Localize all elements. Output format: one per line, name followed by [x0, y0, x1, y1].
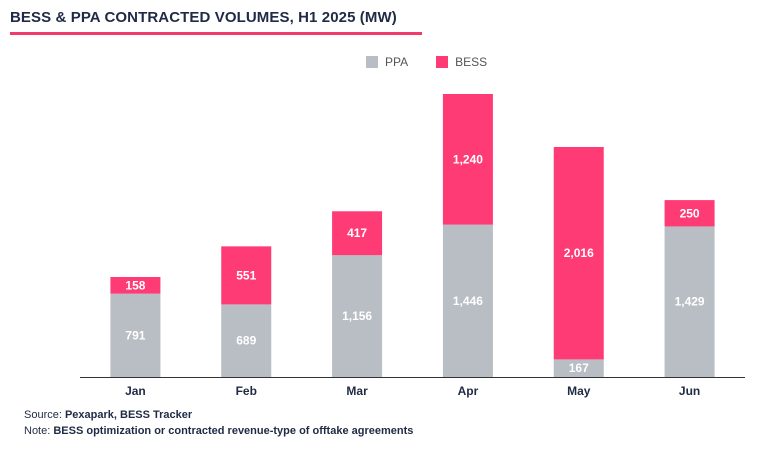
data-label-ppa-mar: 1,156	[342, 309, 372, 323]
note-prefix: Note:	[24, 425, 54, 437]
data-label-bess-may: 2,016	[564, 246, 594, 260]
bar-bess-jan	[110, 277, 161, 294]
x-tick-label-apr: Apr	[458, 384, 479, 398]
legend-item-bess: BESS	[436, 55, 487, 69]
bar-bess-jun	[664, 200, 715, 227]
bar-ppa-feb	[221, 304, 272, 377]
data-label-ppa-jan: 791	[125, 328, 145, 342]
x-tick-label-jun: Jun	[679, 384, 700, 398]
chart-title: BESS & PPA CONTRACTED VOLUMES, H1 2025 (…	[10, 9, 397, 26]
data-label-ppa-jun: 1,429	[675, 295, 705, 309]
source-note: Source: Pexapark, BESS Tracker	[24, 409, 192, 421]
bar-bess-feb	[221, 246, 272, 305]
source-prefix: Source:	[24, 409, 65, 421]
x-tick-label-mar: Mar	[346, 384, 368, 398]
bar-bess-apr	[442, 94, 493, 225]
legend-item-ppa: PPA	[366, 55, 408, 69]
legend-label-bess: BESS	[455, 55, 488, 69]
data-label-bess-jun: 250	[680, 206, 700, 220]
legend-swatch-bess	[436, 56, 449, 68]
bar-ppa-jan	[110, 293, 161, 377]
data-label-ppa-apr: 1,446	[453, 294, 483, 308]
source-value: Pexapark, BESS Tracker	[64, 409, 193, 421]
bar-bess-mar	[332, 211, 383, 256]
bar-ppa-jun	[664, 226, 715, 377]
bar-ppa-mar	[332, 255, 383, 377]
x-tick-label-jan: Jan	[125, 384, 146, 398]
bar-bess-may	[553, 146, 604, 360]
data-label-bess-apr: 1,240	[453, 152, 483, 166]
bar-ppa-may	[553, 359, 604, 377]
data-label-bess-feb: 551	[236, 268, 256, 282]
data-label-bess-jan: 158	[125, 278, 145, 292]
x-tick-label-may: May	[567, 384, 591, 398]
legend-label-ppa: PPA	[385, 55, 409, 69]
bar-ppa-apr	[442, 224, 493, 377]
data-label-ppa-may: 167	[569, 361, 589, 375]
x-tick-label-feb: Feb	[236, 384, 257, 398]
title-underline	[10, 32, 422, 35]
legend-swatch-ppa	[366, 56, 378, 68]
legend: PPA BESS	[366, 55, 515, 69]
note-value: BESS optimization or contracted revenue-…	[53, 425, 414, 437]
data-label-bess-mar: 417	[347, 226, 367, 240]
footnote: Note: BESS optimization or contracted re…	[24, 425, 413, 437]
data-label-ppa-feb: 689	[236, 334, 256, 348]
